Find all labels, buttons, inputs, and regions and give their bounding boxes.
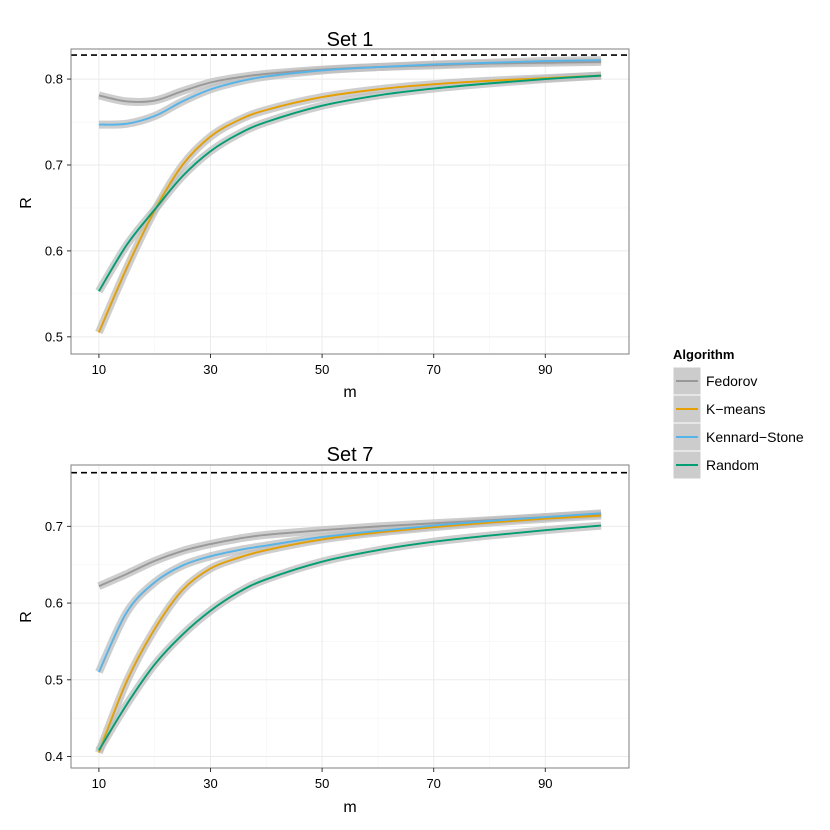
panel-title: Set 7 (327, 444, 374, 466)
panel-border (70, 48, 630, 355)
series-line-k-means (98, 514, 602, 754)
plot-area: 10 30 50 70 90 0.4 0.5 0.6 0.7 (45, 464, 630, 791)
x-tick-label: 50 (315, 776, 329, 791)
series-line-kennard-stone (98, 59, 602, 126)
panel-set-7: Set 7 10 30 50 70 90 0.4 0.5 0.6 0.7 m R (18, 444, 630, 816)
y-tick-label: 0.5 (45, 672, 63, 687)
x-tick-label: 10 (92, 776, 106, 791)
legend: Algorithm Fedorov K−means Kennard−Stone Ran… (672, 347, 804, 480)
legend-label: Random (706, 457, 759, 473)
x-tick-label: 70 (426, 776, 440, 791)
panel-set-1: Set 1 10 30 50 70 90 0.5 0.6 0.7 0.8 m R (18, 29, 630, 401)
x-tick-label: 90 (538, 776, 552, 791)
series-line-kennard-stone (98, 512, 602, 673)
x-tick-label: 70 (426, 362, 440, 377)
x-tick-label: 30 (203, 776, 217, 791)
legend-title: Algorithm (673, 347, 734, 362)
x-axis-title: m (343, 799, 356, 816)
series-line-random (98, 74, 602, 292)
y-tick-label: 0.6 (45, 596, 63, 611)
series-lines (98, 59, 602, 333)
x-tick-label: 50 (315, 362, 329, 377)
y-tick-label: 0.8 (45, 72, 63, 87)
series-line-random (98, 524, 602, 751)
series-lines (98, 512, 602, 754)
y-tick-label: 0.7 (45, 157, 63, 172)
y-tick-label: 0.5 (45, 329, 63, 344)
y-axis-title: R (18, 197, 35, 209)
x-tick-label: 90 (538, 362, 552, 377)
y-tick-label: 0.7 (45, 519, 63, 534)
panel-border (70, 464, 630, 769)
x-tick-label: 30 (203, 362, 217, 377)
legend-label: Fedorov (706, 373, 757, 389)
y-axis-title: R (18, 611, 35, 623)
panel-title: Set 1 (327, 29, 374, 51)
y-tick-label: 0.6 (45, 243, 63, 258)
plot-area: 10 30 50 70 90 0.5 0.6 0.7 0.8 (45, 48, 630, 377)
x-axis-title: m (343, 384, 356, 401)
legend-label: K−means (706, 401, 766, 417)
x-tick-label: 10 (92, 362, 106, 377)
legend-label: Kennard−Stone (706, 429, 804, 445)
y-tick-label: 0.4 (45, 749, 63, 764)
